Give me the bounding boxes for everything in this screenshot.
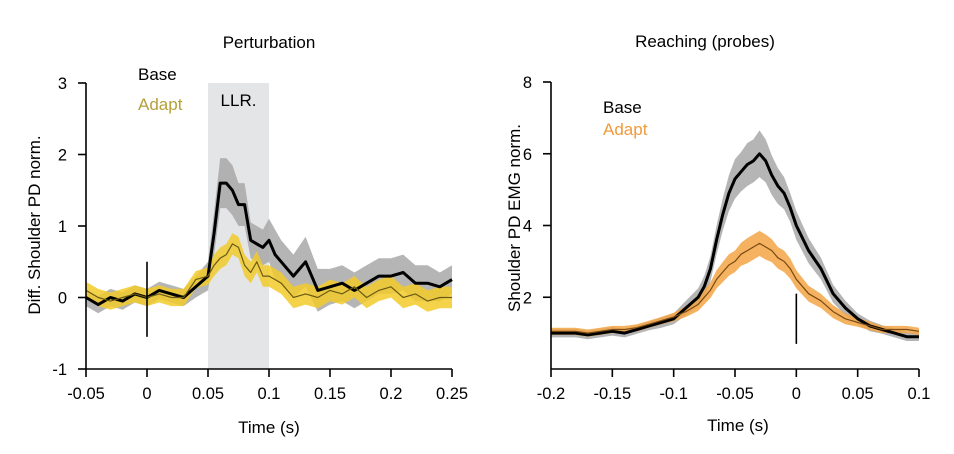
x-tick-label: 0.05 — [842, 385, 874, 403]
x-ticks: -0.05 0 0.05 0.1 0.15 0.2 0.25 — [67, 369, 468, 403]
x-ticks: -0.2 -0.15 -0.1 -0.05 0 0.05 0.1 — [537, 369, 931, 403]
y-ticks: 2 4 6 8 — [523, 74, 551, 307]
y-tick-label: -1 — [52, 361, 67, 379]
series-line-base — [85, 181, 453, 307]
x-tick-label: 0.25 — [436, 385, 468, 403]
x-tick-label: -0.05 — [716, 385, 754, 403]
x-tick-label: 0 — [142, 385, 151, 403]
x-tick-label: -0.15 — [594, 385, 632, 403]
y-tick-label: 0 — [58, 290, 67, 308]
perturbation-lines — [85, 181, 453, 307]
y-ticks: -1 0 1 2 3 — [52, 75, 86, 379]
reaching-panel: 2 4 6 8 -0.2 -0.15 -0.1 -0.05 0 0.05 0.1 Reaching… — [505, 32, 930, 435]
x-tick-label: -0.05 — [67, 385, 105, 403]
series-line-adapt — [85, 243, 452, 302]
y-tick-label: 8 — [523, 74, 532, 92]
reaching-bands — [551, 130, 919, 341]
band-base — [551, 130, 919, 341]
band-adapt — [551, 230, 919, 337]
x-tick-label: 0.05 — [192, 385, 224, 403]
x-tick-label: 0.2 — [380, 385, 403, 403]
legend-adapt: Adapt — [138, 95, 183, 114]
x-tick-label: -0.2 — [537, 385, 565, 403]
series-line-adapt — [551, 242, 920, 334]
x-tick-label: 0 — [792, 385, 801, 403]
x-axis-label: Time (s) — [238, 418, 300, 437]
reaching-lines — [551, 152, 920, 339]
legend-base: Base — [603, 98, 642, 117]
x-tick-label: 0.1 — [258, 385, 281, 403]
x-tick-label: 0.15 — [314, 385, 346, 403]
perturbation-panel: LLR. -1 0 1 2 3 -0.05 0 0.05 0.1 0.15 0.2 0.25 Per… — [25, 33, 468, 437]
y-tick-label: 2 — [523, 289, 532, 307]
x-tick-label: 0.1 — [908, 385, 931, 403]
y-axis-label: Shoulder PD EMG norm. — [505, 124, 524, 312]
llr-label: LLR. — [221, 91, 257, 110]
legend-base: Base — [138, 65, 177, 84]
y-tick-label: 3 — [58, 75, 67, 93]
series-line-base — [551, 152, 919, 339]
legend-adapt: Adapt — [603, 120, 648, 139]
y-axis-label: Diff. Shoulder PD norm. — [25, 135, 44, 314]
y-tick-label: 2 — [58, 147, 67, 165]
band-base — [86, 158, 452, 314]
chart-title: Perturbation — [223, 33, 316, 52]
y-tick-label: 4 — [523, 218, 532, 236]
x-tick-label: -0.1 — [659, 385, 687, 403]
y-tick-label: 6 — [523, 146, 532, 164]
y-tick-label: 1 — [58, 218, 67, 236]
chart-title: Reaching (probes) — [635, 32, 775, 51]
x-axis-label: Time (s) — [707, 416, 769, 435]
